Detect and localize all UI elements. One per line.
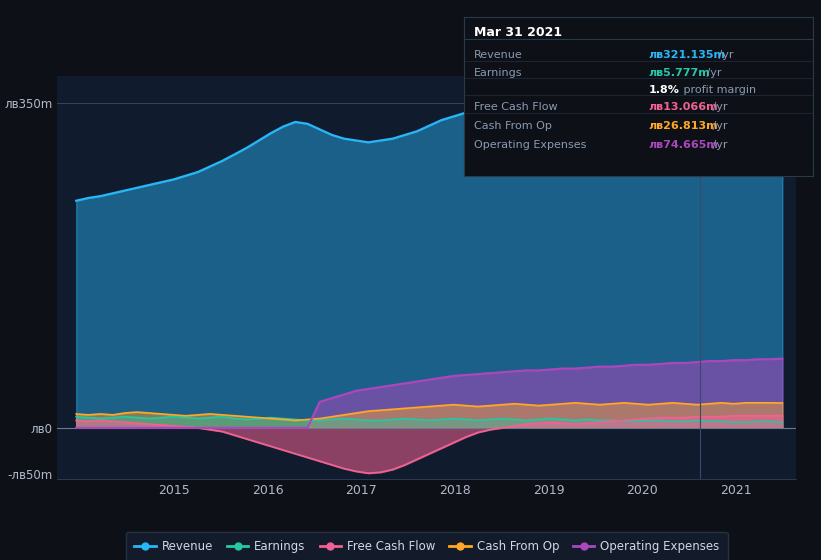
Text: Free Cash Flow: Free Cash Flow — [475, 102, 558, 112]
Text: лв5.777m: лв5.777m — [649, 68, 710, 78]
Text: Cash From Op: Cash From Op — [475, 120, 553, 130]
Text: /yr: /yr — [709, 102, 727, 112]
Text: лв321.135m: лв321.135m — [649, 50, 726, 60]
Text: лв13.066m: лв13.066m — [649, 102, 718, 112]
Text: 1.8%: 1.8% — [649, 85, 680, 95]
Text: /yr: /yr — [703, 68, 721, 78]
Text: /yr: /yr — [709, 139, 727, 150]
Text: лв74.665m: лв74.665m — [649, 139, 718, 150]
Text: /yr: /yr — [709, 120, 727, 130]
Text: Mar 31 2021: Mar 31 2021 — [475, 26, 562, 39]
Text: лв26.813m: лв26.813m — [649, 120, 718, 130]
Text: Earnings: Earnings — [475, 68, 523, 78]
Text: Operating Expenses: Operating Expenses — [475, 139, 587, 150]
Text: profit margin: profit margin — [680, 85, 755, 95]
Text: /yr: /yr — [715, 50, 734, 60]
Legend: Revenue, Earnings, Free Cash Flow, Cash From Op, Operating Expenses: Revenue, Earnings, Free Cash Flow, Cash … — [126, 532, 728, 560]
Text: Revenue: Revenue — [475, 50, 523, 60]
